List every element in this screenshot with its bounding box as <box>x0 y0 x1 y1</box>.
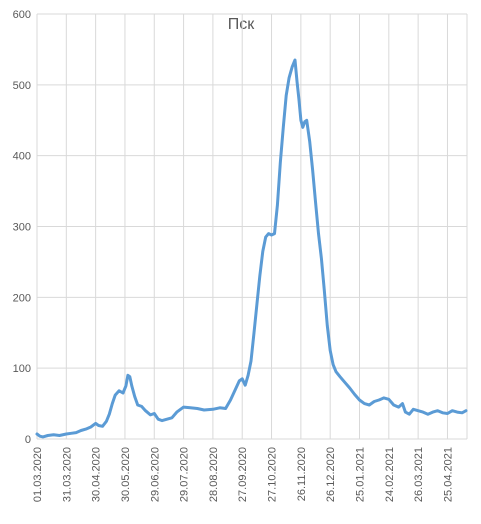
x-tick-label: 27.10.2020 <box>267 447 279 502</box>
chart-title: Пск <box>228 16 256 33</box>
y-tick-label: 200 <box>13 292 31 304</box>
x-tick-label: 26.12.2020 <box>325 447 337 502</box>
axis-labels: 0 100 200 300 400 500 600 01.03.2020 31.03.2020 3… <box>13 9 455 502</box>
x-tick-label: 30.04.2020 <box>91 447 103 502</box>
y-tick-label: 100 <box>13 363 31 375</box>
grid-lines <box>36 13 468 440</box>
x-tick-label: 26.11.2020 <box>296 447 308 501</box>
x-tick-label: 29.06.2020 <box>149 447 161 502</box>
x-tick-label: 28.08.2020 <box>208 447 220 502</box>
x-tick-label: 24.02.2021 <box>384 447 396 502</box>
x-tick-label: 31.03.2020 <box>61 447 73 502</box>
x-tick-label: 25.01.2021 <box>355 447 367 502</box>
x-tick-label: 26.03.2021 <box>413 447 425 502</box>
y-tick-label: 400 <box>13 151 31 163</box>
y-tick-label: 0 <box>25 434 31 446</box>
y-tick-label: 500 <box>13 80 31 92</box>
x-tick-label: 27.09.2020 <box>237 447 249 502</box>
x-tick-label: 25.04.2021 <box>442 447 454 502</box>
x-tick-label: 01.03.2020 <box>32 447 44 502</box>
y-tick-label: 300 <box>13 222 31 234</box>
x-tick-label: 30.05.2020 <box>120 447 132 502</box>
y-tick-label: 600 <box>13 9 31 21</box>
series-layer <box>35 58 468 439</box>
series-line-0 <box>35 58 468 439</box>
x-tick-label: 29.07.2020 <box>179 447 191 502</box>
